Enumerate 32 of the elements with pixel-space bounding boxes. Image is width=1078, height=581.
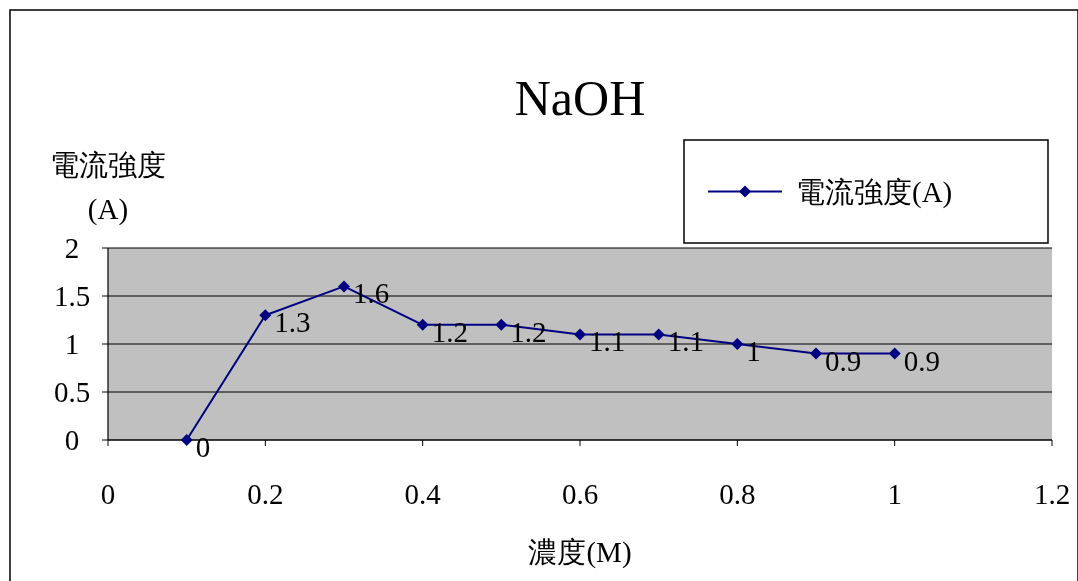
- data-label: 1.2: [431, 315, 468, 348]
- chart-title: NaOH: [514, 70, 646, 126]
- x-tick-label: 0.4: [404, 478, 442, 510]
- point: [180, 434, 193, 446]
- y-tick-label: 1.5: [53, 280, 91, 312]
- point: [259, 309, 272, 322]
- point: [574, 328, 586, 341]
- legend-label: 電流強度(A): [796, 175, 953, 209]
- x-tick-label: 0.6: [561, 478, 599, 510]
- x-tick-label: 1: [887, 478, 902, 510]
- y-tick-label: 2: [64, 232, 80, 264]
- data-label: 1.1: [589, 325, 626, 358]
- x-tick-label: 0.8: [719, 478, 756, 510]
- point: [888, 347, 901, 360]
- data-label: 0.9: [825, 344, 862, 377]
- data-label: 1.3: [274, 306, 311, 339]
- data-label: 0: [195, 431, 211, 463]
- point: [652, 328, 665, 341]
- y-tick-label: 0: [64, 424, 80, 456]
- x-tick-label: 1.2: [1033, 478, 1071, 510]
- point: [495, 318, 508, 331]
- y-tick-label: 1: [64, 328, 80, 360]
- x-axis-title: 濃度(M): [528, 536, 632, 569]
- y-tick-label: 0.5: [53, 376, 91, 408]
- point: [416, 318, 429, 331]
- x-tick-label: 0: [100, 478, 116, 510]
- y-axis-title: 電流強度 (A): [50, 149, 166, 226]
- point: [338, 280, 350, 293]
- point: [731, 338, 744, 350]
- x-tick-label: 0.2: [247, 478, 284, 510]
- data-label: 0.9: [903, 344, 940, 377]
- point: [810, 347, 822, 360]
